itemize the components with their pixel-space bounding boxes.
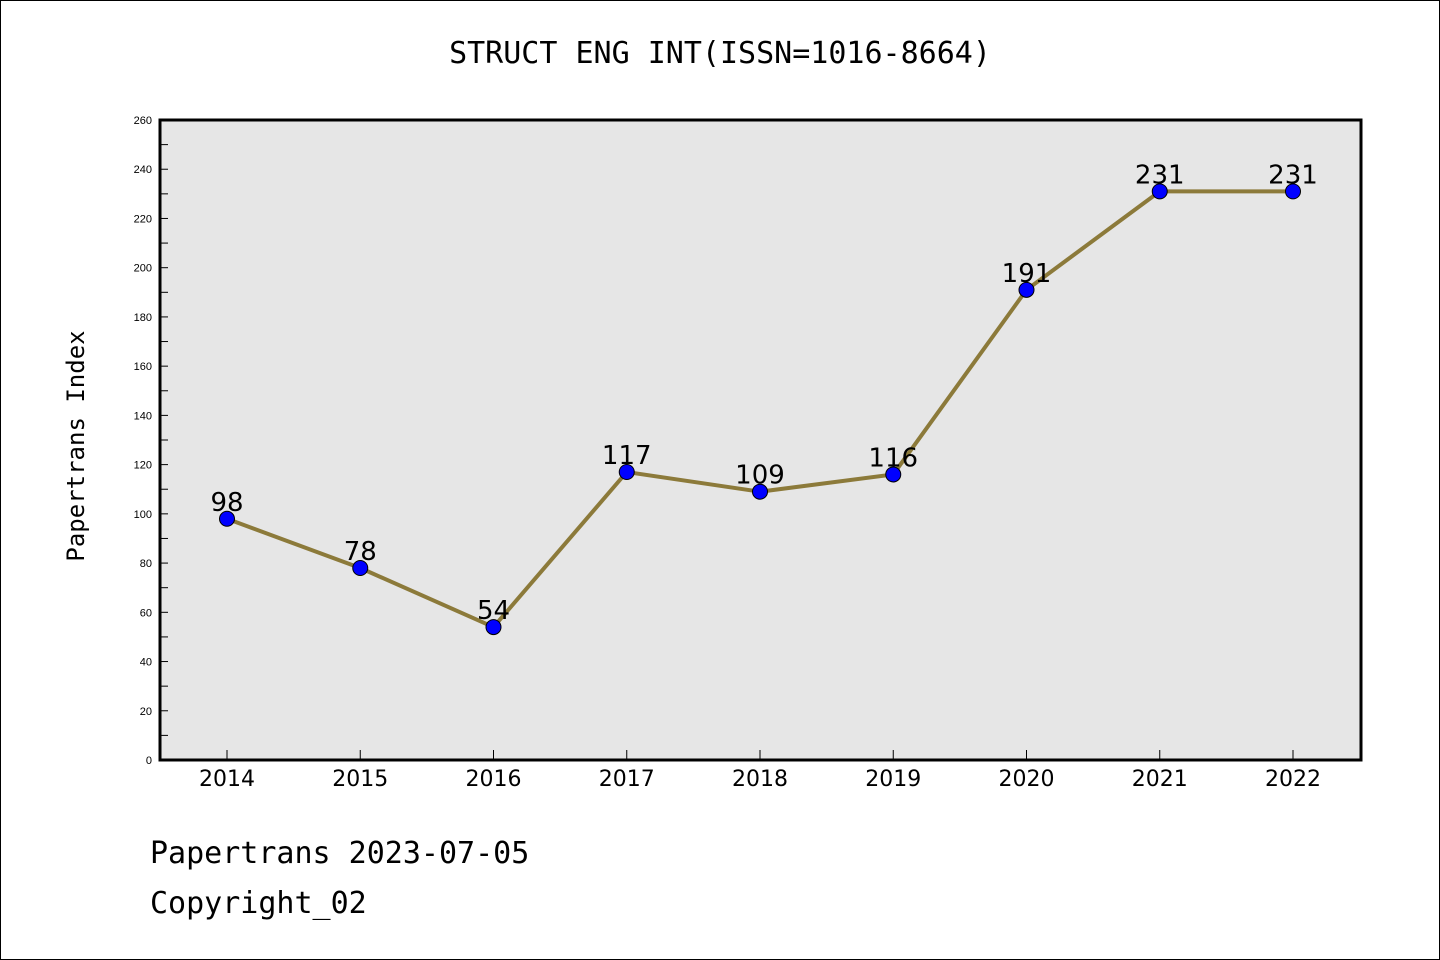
y-tick-label: 80 xyxy=(140,558,152,570)
footer-date: Papertrans 2023-07-05 xyxy=(150,836,530,871)
footer-copyright: Copyright_02 xyxy=(150,886,367,921)
y-tick-label: 180 xyxy=(134,312,152,324)
x-tick-label: 2017 xyxy=(599,767,655,792)
y-tick-label: 0 xyxy=(146,755,152,767)
y-tick-label: 140 xyxy=(134,410,152,422)
x-tick-label: 2018 xyxy=(732,767,788,792)
y-tick-label: 220 xyxy=(134,213,152,225)
data-point xyxy=(1018,281,1035,298)
y-tick-label: 200 xyxy=(134,263,152,275)
x-tick-label: 2016 xyxy=(466,767,522,792)
data-point xyxy=(485,619,502,636)
y-tick-label: 20 xyxy=(140,706,152,718)
data-point xyxy=(618,464,635,480)
x-tick-label: 2021 xyxy=(1132,767,1188,792)
data-point xyxy=(219,510,235,527)
y-tick-label: 120 xyxy=(134,460,152,472)
x-tick-label: 2015 xyxy=(332,767,388,792)
y-tick-label: 240 xyxy=(134,164,152,176)
plot-area xyxy=(158,118,1363,762)
data-point xyxy=(885,466,902,483)
x-tick-label: 2019 xyxy=(865,767,921,792)
y-tick-label: 160 xyxy=(134,361,152,373)
y-tick-label: 60 xyxy=(140,607,152,619)
data-point xyxy=(1285,183,1301,200)
x-tick-label: 2014 xyxy=(199,767,255,792)
data-point xyxy=(1151,183,1168,200)
data-point xyxy=(352,560,369,576)
data-point xyxy=(752,483,768,500)
x-tick-label: 2020 xyxy=(999,767,1055,792)
y-tick-label: 260 xyxy=(134,115,152,127)
y-tick-label: 100 xyxy=(134,509,152,521)
y-tick-label: 40 xyxy=(140,657,152,669)
x-tick-label: 2022 xyxy=(1265,767,1321,792)
chart-title: STRUCT ENG INT(ISSN=1016-8664) xyxy=(449,36,991,71)
